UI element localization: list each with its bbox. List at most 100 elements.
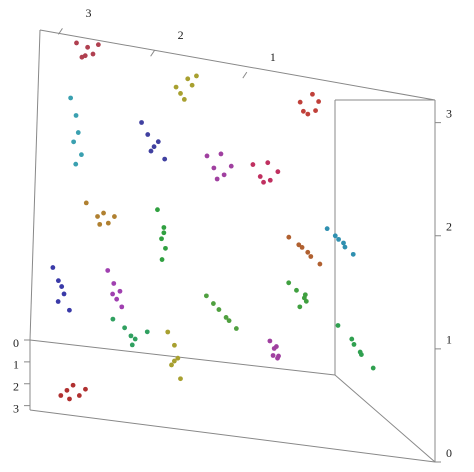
x-tick (58, 28, 63, 35)
point (216, 307, 222, 312)
point (336, 236, 341, 242)
point (90, 51, 96, 57)
point (194, 73, 199, 79)
point (181, 96, 187, 102)
point (267, 338, 273, 344)
point (211, 165, 217, 171)
z-tick-label: 1 (446, 333, 452, 347)
point (61, 291, 67, 297)
point (76, 393, 82, 398)
point (204, 153, 210, 159)
point (178, 91, 183, 96)
point (233, 326, 239, 331)
point (75, 130, 81, 135)
point (83, 386, 88, 392)
x-tick (242, 71, 248, 79)
box (29, 29, 436, 463)
point (161, 230, 167, 236)
point (73, 161, 79, 167)
point (159, 236, 164, 242)
point (129, 342, 135, 348)
point (58, 393, 64, 398)
point (83, 200, 89, 206)
point (316, 99, 322, 104)
point (105, 220, 111, 226)
point (297, 304, 303, 310)
box-edge (29, 29, 41, 341)
point (358, 352, 364, 358)
point (261, 179, 266, 185)
point (221, 172, 227, 178)
point (82, 53, 88, 59)
point (148, 148, 154, 154)
point (59, 284, 65, 289)
point (203, 293, 209, 299)
point (299, 245, 305, 250)
point (67, 396, 72, 402)
point (128, 333, 134, 339)
point (95, 214, 100, 219)
point (313, 108, 318, 114)
point (305, 249, 311, 255)
point (68, 95, 74, 101)
point (64, 387, 70, 393)
point (95, 42, 101, 48)
y-tick-label: 0 (13, 336, 19, 350)
point (155, 139, 161, 145)
point (70, 382, 76, 388)
point (71, 139, 77, 145)
point (119, 304, 125, 310)
point (297, 99, 303, 105)
point (370, 365, 376, 371)
point (112, 214, 117, 219)
point (171, 358, 177, 364)
point (132, 336, 138, 342)
point (300, 108, 306, 114)
point (178, 376, 183, 382)
point (296, 242, 302, 248)
point (175, 355, 181, 361)
point (173, 84, 179, 90)
box-edge (334, 374, 436, 463)
point (172, 342, 177, 348)
point (302, 292, 308, 298)
point (308, 254, 314, 259)
point (324, 226, 330, 232)
box-edge (29, 409, 436, 463)
point (275, 169, 281, 175)
y-tick-label: 1 (13, 358, 19, 372)
point (67, 307, 72, 313)
point (145, 132, 151, 137)
point (250, 162, 256, 167)
point (294, 287, 299, 293)
point (74, 40, 79, 46)
point (139, 120, 144, 125)
point (111, 281, 117, 286)
box-edge (39, 29, 436, 101)
point (85, 44, 91, 50)
point (349, 336, 355, 342)
point (159, 257, 165, 262)
point (122, 325, 128, 331)
x-tick (150, 49, 156, 57)
point (50, 265, 56, 270)
point (310, 91, 315, 97)
point (335, 323, 341, 328)
point (218, 151, 224, 157)
point (165, 329, 171, 335)
point (317, 261, 323, 267)
point (144, 329, 150, 335)
point (73, 113, 79, 118)
point (105, 268, 111, 273)
point (270, 353, 276, 358)
point (151, 144, 157, 150)
point (55, 299, 61, 304)
point (303, 298, 309, 304)
point (228, 163, 234, 169)
x-tick-label: 1 (270, 50, 276, 64)
point (275, 355, 280, 361)
point (265, 160, 271, 166)
point (155, 207, 160, 213)
point (332, 233, 338, 239)
